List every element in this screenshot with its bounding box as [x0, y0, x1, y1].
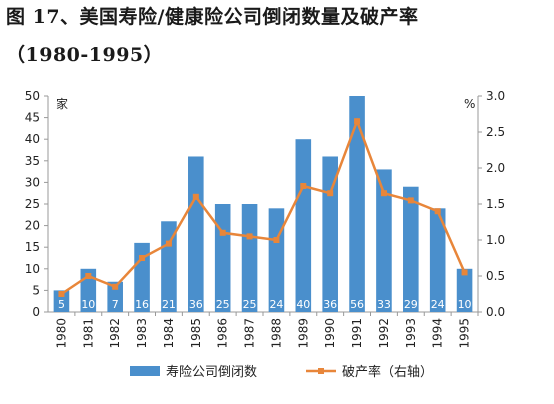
right-tick-label: 2.5 — [486, 125, 505, 139]
x-tick-label: 1987 — [243, 318, 257, 349]
rate-point — [219, 229, 226, 236]
bar — [161, 221, 177, 312]
left-axis-unit: 家 — [56, 96, 68, 111]
rate-point — [192, 193, 199, 200]
rate-point — [407, 197, 414, 204]
bar-value-label: 29 — [404, 298, 418, 311]
bar — [268, 208, 285, 312]
x-tick-label: 1990 — [323, 318, 337, 349]
right-tick-label: 3.0 — [486, 89, 505, 103]
bar — [188, 156, 204, 312]
bar-value-label: 7 — [112, 298, 119, 311]
bar-value-label: 16 — [135, 298, 149, 311]
bar-value-label: 56 — [350, 298, 364, 311]
left-tick-label: 5 — [32, 283, 40, 297]
x-tick-label: 1994 — [431, 318, 445, 349]
left-tick-label: 50 — [25, 89, 40, 103]
x-tick-label: 1983 — [135, 318, 149, 349]
legend-line-marker — [318, 368, 324, 374]
bar — [376, 169, 392, 312]
rate-point — [327, 190, 334, 197]
rate-point — [165, 240, 172, 247]
x-tick-label: 1980 — [54, 318, 68, 349]
rate-point — [139, 255, 146, 261]
legend-bar-label: 寿险公司倒闭数 — [166, 365, 257, 380]
left-tick-label: 30 — [25, 175, 40, 189]
x-tick-label: 1986 — [216, 318, 230, 349]
rate-point — [300, 183, 307, 189]
bar-value-label: 10 — [81, 298, 95, 311]
right-tick-label: 1.5 — [486, 197, 505, 211]
bar-value-label: 24 — [431, 298, 445, 311]
bar — [241, 204, 258, 312]
left-tick-label: 10 — [25, 262, 40, 276]
legend-bar-swatch — [130, 366, 160, 376]
left-tick-label: 45 — [25, 111, 40, 125]
bar-value-label: 10 — [458, 298, 472, 311]
legend-line-label: 破产率（右轴） — [342, 364, 433, 380]
rate-point — [273, 237, 280, 243]
bar-value-label: 33 — [377, 298, 391, 311]
chart-title-years: （1980-1995） — [6, 44, 164, 66]
rate-point — [58, 291, 65, 297]
left-tick-label: 35 — [25, 154, 40, 168]
bar — [107, 281, 123, 312]
rate-point — [354, 118, 361, 125]
bar — [349, 96, 365, 312]
left-tick-label: 0 — [32, 305, 40, 319]
rate-point — [434, 208, 441, 215]
bar-value-label: 21 — [162, 298, 176, 311]
bar — [295, 139, 312, 312]
chart-title: 图 17、美国寿险/健康险公司倒闭数量及破产率 — [6, 6, 419, 28]
bar-value-label: 24 — [269, 298, 283, 311]
rate-point — [246, 233, 253, 240]
bar — [322, 156, 338, 312]
x-tick-label: 1981 — [81, 318, 95, 349]
x-tick-label: 1985 — [189, 318, 203, 349]
left-tick-label: 15 — [25, 240, 40, 254]
right-tick-label: 0.0 — [486, 305, 505, 319]
x-tick-label: 1993 — [404, 318, 418, 349]
right-tick-label: 0.5 — [486, 269, 505, 283]
bar — [214, 204, 231, 312]
bar-value-label: 25 — [243, 298, 257, 311]
rate-point — [380, 190, 387, 197]
bar — [429, 208, 446, 312]
right-tick-label: 1.0 — [486, 233, 505, 247]
rate-point — [85, 273, 92, 279]
x-tick-label: 1984 — [162, 318, 176, 349]
left-tick-label: 25 — [25, 197, 40, 211]
x-tick-label: 1989 — [296, 318, 310, 349]
rate-point — [461, 269, 468, 276]
bar — [134, 242, 150, 312]
bar-value-label: 25 — [216, 298, 230, 311]
left-tick-label: 20 — [25, 219, 40, 233]
bar — [456, 268, 473, 312]
left-tick-label: 40 — [25, 132, 40, 146]
bar-value-label: 36 — [189, 298, 203, 311]
bar-value-label: 36 — [323, 298, 337, 311]
bar — [403, 186, 419, 312]
bar — [53, 290, 70, 312]
right-tick-label: 2.0 — [486, 161, 505, 175]
x-tick-label: 1991 — [350, 318, 364, 349]
rate-point — [112, 283, 119, 290]
x-tick-label: 1988 — [269, 318, 283, 349]
right-axis-unit: % — [464, 97, 475, 111]
x-tick-label: 1995 — [458, 318, 472, 349]
bar-value-label: 5 — [58, 298, 65, 311]
x-tick-label: 1982 — [108, 318, 122, 349]
bar-value-label: 40 — [296, 298, 310, 311]
rate-line — [60, 117, 466, 296]
x-tick-label: 1992 — [377, 318, 391, 349]
